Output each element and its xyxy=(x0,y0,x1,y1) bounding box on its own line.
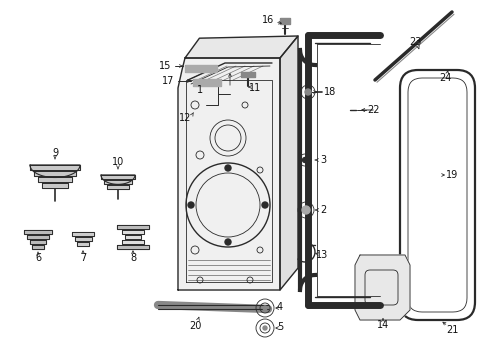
Circle shape xyxy=(263,306,267,310)
Polygon shape xyxy=(125,235,141,239)
Circle shape xyxy=(225,239,231,245)
Polygon shape xyxy=(30,165,80,170)
Polygon shape xyxy=(185,36,298,58)
Polygon shape xyxy=(178,58,280,290)
Polygon shape xyxy=(104,180,132,184)
Circle shape xyxy=(302,158,308,162)
Text: 6: 6 xyxy=(35,253,41,263)
Polygon shape xyxy=(30,165,80,177)
Text: 5: 5 xyxy=(277,322,283,332)
Polygon shape xyxy=(280,36,298,290)
Polygon shape xyxy=(122,240,144,244)
Text: 23: 23 xyxy=(409,37,421,47)
Text: 19: 19 xyxy=(446,170,458,180)
Polygon shape xyxy=(101,175,135,179)
Polygon shape xyxy=(355,255,410,320)
Polygon shape xyxy=(117,245,149,249)
Polygon shape xyxy=(280,18,290,24)
Polygon shape xyxy=(241,72,255,77)
Polygon shape xyxy=(122,230,144,234)
Circle shape xyxy=(225,165,231,171)
Circle shape xyxy=(188,202,194,208)
Text: 16: 16 xyxy=(262,15,274,25)
Text: 24: 24 xyxy=(439,73,451,83)
Polygon shape xyxy=(32,245,44,249)
Text: 18: 18 xyxy=(324,87,336,97)
Text: 4: 4 xyxy=(277,302,283,312)
Text: 17: 17 xyxy=(162,76,174,86)
Polygon shape xyxy=(24,230,52,234)
Polygon shape xyxy=(30,240,46,244)
Text: 13: 13 xyxy=(316,250,328,260)
Text: 14: 14 xyxy=(377,320,389,330)
Text: 10: 10 xyxy=(112,157,124,167)
Polygon shape xyxy=(74,237,92,241)
Polygon shape xyxy=(117,225,149,229)
Polygon shape xyxy=(107,185,129,189)
Polygon shape xyxy=(72,232,94,236)
Polygon shape xyxy=(101,175,135,184)
Text: 12: 12 xyxy=(179,113,191,123)
Circle shape xyxy=(263,326,267,330)
Circle shape xyxy=(302,206,310,214)
Text: 8: 8 xyxy=(130,253,136,263)
Polygon shape xyxy=(38,177,72,182)
Circle shape xyxy=(305,89,311,95)
Text: 20: 20 xyxy=(189,321,201,331)
Circle shape xyxy=(262,202,268,208)
Polygon shape xyxy=(185,64,217,72)
Text: 9: 9 xyxy=(52,148,58,158)
Polygon shape xyxy=(77,242,89,246)
Text: 1: 1 xyxy=(197,85,203,95)
Text: 22: 22 xyxy=(367,105,379,115)
Text: 7: 7 xyxy=(80,253,86,263)
Text: 21: 21 xyxy=(446,325,458,335)
Polygon shape xyxy=(34,171,76,176)
Polygon shape xyxy=(42,183,68,188)
Text: 11: 11 xyxy=(249,83,261,93)
Text: 2: 2 xyxy=(320,205,326,215)
Polygon shape xyxy=(193,78,221,85)
Text: 15: 15 xyxy=(159,61,171,71)
Polygon shape xyxy=(27,235,49,239)
Text: 3: 3 xyxy=(320,155,326,165)
